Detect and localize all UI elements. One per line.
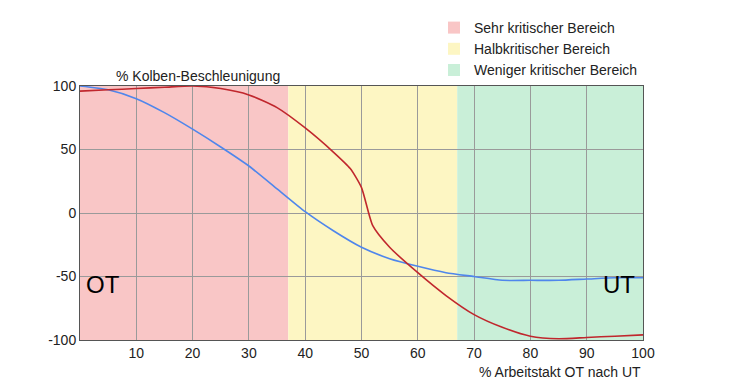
svg-text:100: 100	[53, 78, 77, 94]
svg-text:-100: -100	[48, 332, 76, 348]
svg-text:60: 60	[410, 345, 426, 361]
svg-text:70: 70	[466, 345, 482, 361]
svg-text:50: 50	[61, 141, 77, 157]
svg-text:% Arbeitstakt OT nach UT: % Arbeitstakt OT nach UT	[479, 364, 641, 380]
svg-text:50: 50	[354, 345, 370, 361]
svg-text:30: 30	[241, 345, 257, 361]
svg-text:0: 0	[68, 205, 76, 221]
svg-text:90: 90	[579, 345, 595, 361]
svg-text:-50: -50	[56, 268, 76, 284]
svg-text:80: 80	[523, 345, 539, 361]
svg-text:UT: UT	[603, 271, 635, 298]
svg-text:100: 100	[631, 345, 655, 361]
svg-text:% Kolben-Beschleunigung: % Kolben-Beschleunigung	[116, 68, 280, 84]
svg-text:40: 40	[297, 345, 313, 361]
svg-text:20: 20	[185, 345, 201, 361]
svg-text:Halbkritischer Bereich: Halbkritischer Bereich	[474, 41, 610, 57]
svg-text:Weniger kritischer Bereich: Weniger kritischer Bereich	[474, 62, 637, 78]
svg-text:OT: OT	[86, 271, 120, 298]
svg-text:Sehr kritischer Bereich: Sehr kritischer Bereich	[474, 20, 615, 36]
svg-text:10: 10	[129, 345, 145, 361]
